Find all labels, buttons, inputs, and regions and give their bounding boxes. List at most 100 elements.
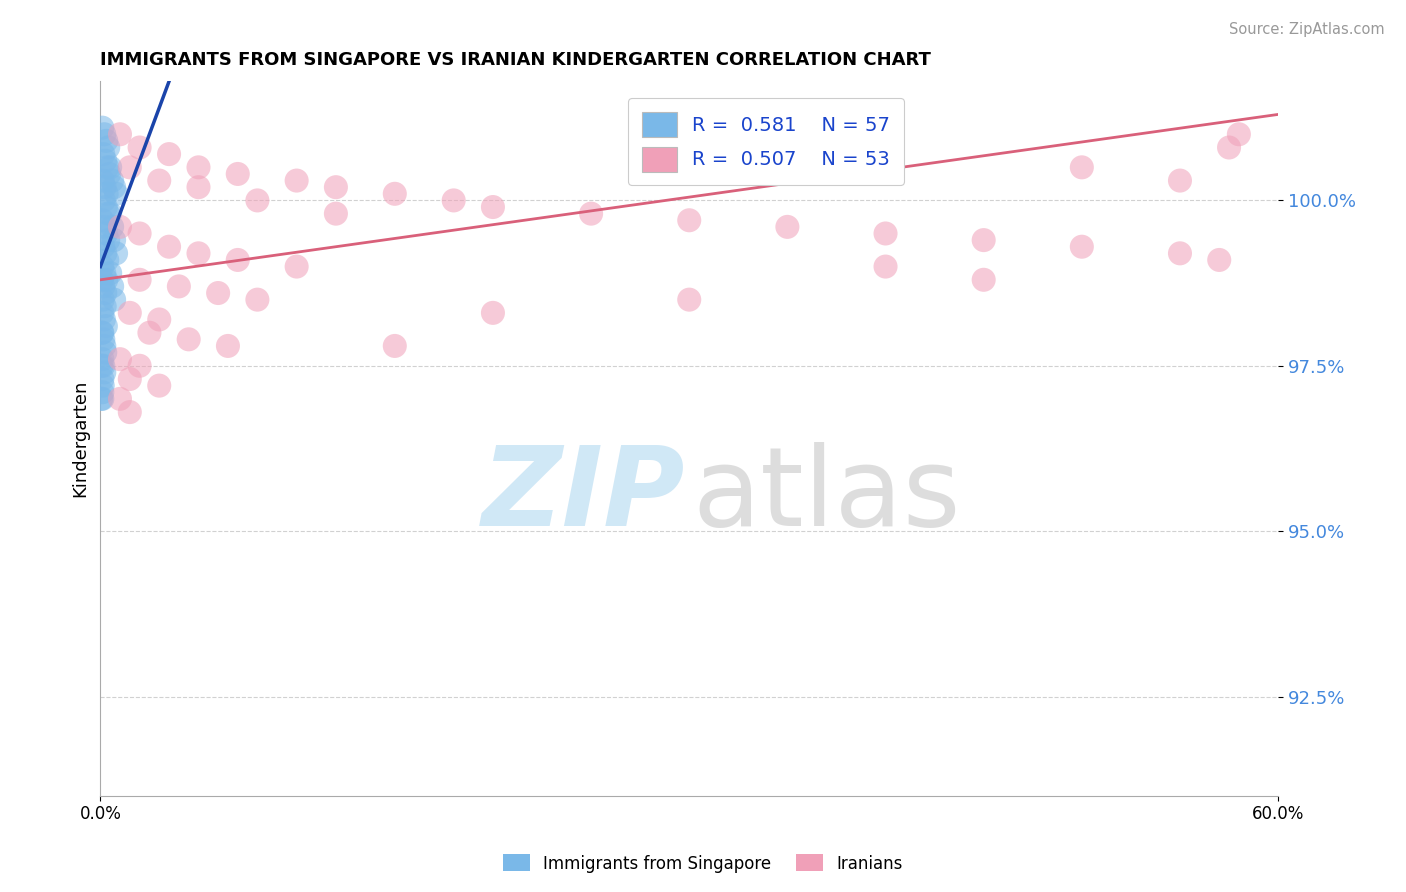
Point <box>94 286 117 301</box>
Point <box>187 180 209 194</box>
Point <box>93 365 115 379</box>
Point <box>226 167 249 181</box>
Point <box>157 240 180 254</box>
Point <box>91 147 114 161</box>
Point <box>148 378 170 392</box>
Point <box>93 266 115 280</box>
Point <box>246 194 269 208</box>
Point <box>91 385 114 400</box>
Point <box>93 194 115 208</box>
Point <box>105 246 128 260</box>
Text: ZIP: ZIP <box>482 442 686 549</box>
Point <box>1208 252 1230 267</box>
Point <box>118 306 141 320</box>
Point <box>875 260 897 274</box>
Point <box>90 392 112 406</box>
Point <box>443 194 465 208</box>
Text: IMMIGRANTS FROM SINGAPORE VS IRANIAN KINDERGARTEN CORRELATION CHART: IMMIGRANTS FROM SINGAPORE VS IRANIAN KIN… <box>100 51 931 69</box>
Point <box>91 392 114 406</box>
Point <box>187 161 209 175</box>
Text: atlas: atlas <box>693 442 962 549</box>
Point <box>128 227 150 241</box>
Point <box>128 273 150 287</box>
Point <box>93 339 115 353</box>
Point <box>108 219 131 234</box>
Point <box>118 372 141 386</box>
Point <box>97 207 120 221</box>
Point <box>91 378 114 392</box>
Point <box>97 140 120 154</box>
Point <box>91 372 114 386</box>
Point <box>177 332 200 346</box>
Point <box>579 207 602 221</box>
Point <box>93 299 115 313</box>
Point <box>103 293 125 307</box>
Legend: Immigrants from Singapore, Iranians: Immigrants from Singapore, Iranians <box>496 847 910 880</box>
Point <box>118 161 141 175</box>
Point <box>98 207 121 221</box>
Point <box>246 293 269 307</box>
Point <box>108 352 131 367</box>
Point <box>93 219 115 234</box>
Point <box>96 273 118 287</box>
Point <box>325 180 347 194</box>
Point <box>96 227 118 241</box>
Point <box>91 173 114 187</box>
Point <box>94 319 117 334</box>
Point <box>1227 128 1250 142</box>
Point <box>96 134 118 148</box>
Point <box>98 167 121 181</box>
Point <box>187 246 209 260</box>
Point <box>94 153 117 168</box>
Point <box>96 186 118 201</box>
Point <box>128 140 150 154</box>
Point <box>91 279 114 293</box>
Point <box>93 312 115 326</box>
Point <box>98 161 121 175</box>
Point <box>97 233 120 247</box>
Point <box>482 306 505 320</box>
Point <box>678 293 700 307</box>
Point <box>101 173 124 187</box>
Point <box>96 161 118 175</box>
Point <box>1168 173 1191 187</box>
Point <box>1218 140 1240 154</box>
Point <box>101 279 124 293</box>
Point <box>93 180 115 194</box>
Point <box>108 128 131 142</box>
Point <box>91 240 114 254</box>
Point <box>148 173 170 187</box>
Point <box>91 326 114 340</box>
Point <box>103 233 125 247</box>
Point <box>482 200 505 214</box>
Point <box>217 339 239 353</box>
Point <box>207 286 229 301</box>
Point <box>94 200 117 214</box>
Point <box>148 312 170 326</box>
Point <box>226 252 249 267</box>
Point <box>91 352 114 367</box>
Point <box>101 219 124 234</box>
Point <box>157 147 180 161</box>
Point <box>138 326 160 340</box>
Point <box>1070 161 1092 175</box>
Point <box>91 293 114 307</box>
Point <box>91 332 114 346</box>
Y-axis label: Kindergarten: Kindergarten <box>72 380 89 497</box>
Point <box>776 219 799 234</box>
Point <box>1168 246 1191 260</box>
Point <box>103 180 125 194</box>
Point <box>285 173 308 187</box>
Text: Source: ZipAtlas.com: Source: ZipAtlas.com <box>1229 22 1385 37</box>
Point <box>285 260 308 274</box>
Point <box>167 279 190 293</box>
Point <box>90 326 112 340</box>
Point <box>94 345 117 359</box>
Point <box>93 128 115 142</box>
Point <box>91 260 114 274</box>
Point <box>96 252 118 267</box>
Point <box>91 306 114 320</box>
Point <box>98 266 121 280</box>
Point <box>325 207 347 221</box>
Point <box>973 273 995 287</box>
